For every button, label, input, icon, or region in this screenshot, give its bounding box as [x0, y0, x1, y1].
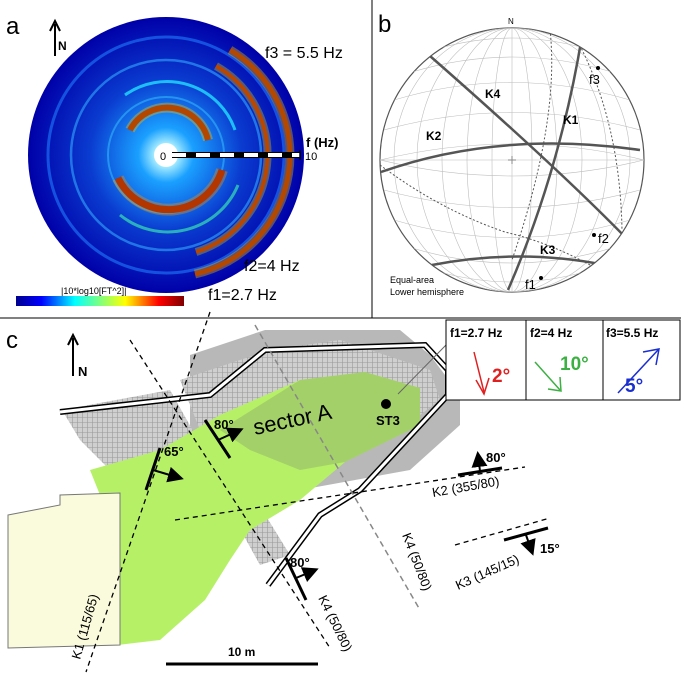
- dip-symbol-k4-bottom: [284, 557, 319, 601]
- panel-b: b N: [378, 11, 645, 297]
- pole-f1-marker: [539, 276, 543, 280]
- station-label: ST3: [376, 413, 400, 428]
- legend-value-f1: 2°: [492, 366, 510, 387]
- plane-k2-label: K2: [426, 129, 442, 143]
- legend-value-f2: 10°: [560, 354, 589, 375]
- dip-symbol-k4-top: [203, 419, 244, 459]
- pole-f2-label: f2: [598, 231, 609, 246]
- f1-label: f1=2.7 Hz: [208, 287, 277, 304]
- f2-label: f2=4 Hz: [244, 258, 300, 275]
- stereonet-north: N: [508, 17, 514, 26]
- k3-label: K3 (145/15): [453, 551, 521, 592]
- dip-symbol-k3: [503, 526, 549, 556]
- dip-k3-label: 15°: [540, 541, 560, 556]
- k4-projection-trace: [254, 324, 421, 611]
- polarization-arrow-f2-icon: [534, 361, 562, 392]
- dip-symbol-k2: [457, 451, 503, 477]
- legend-title-f3: f3=5.5 Hz: [606, 326, 658, 340]
- legend-value-f3: 5°: [625, 376, 643, 397]
- panel-a: a N 0: [6, 13, 343, 306]
- panel-b-label: b: [378, 11, 391, 38]
- plane-k3-label: K3: [540, 243, 556, 257]
- dip-k1-label: 65°: [164, 444, 184, 459]
- polar-spectrum-plot: 0: [28, 17, 304, 293]
- svg-text:N: N: [78, 364, 87, 379]
- axis-max-label: 10: [305, 151, 317, 163]
- plane-k1-label: K1: [563, 113, 579, 127]
- pole-f1-label: f1: [525, 277, 536, 292]
- north-arrow-icon: N: [67, 332, 87, 379]
- legend-title-f2: f2=4 Hz: [530, 326, 572, 340]
- svg-text:N: N: [58, 39, 67, 53]
- scale-label: 10 m: [228, 645, 255, 659]
- projection-note-2: Lower hemisphere: [390, 287, 464, 297]
- dip-k4-bottom-label: 80°: [290, 555, 310, 570]
- f3-label: f3 = 5.5 Hz: [265, 45, 343, 62]
- k4-bottom-label: K4 (50/80): [315, 593, 355, 654]
- projection-note-1: Equal-area: [390, 275, 434, 285]
- fracture-traces: [85, 311, 551, 673]
- north-arrow-icon: N: [49, 18, 67, 56]
- legend-title-f1: f1=2.7 Hz: [450, 326, 502, 340]
- pole-f3-marker: [596, 66, 600, 70]
- colorbar-label: |10*log10[FT^2]|: [61, 286, 126, 296]
- axis-label: f (Hz): [306, 135, 339, 150]
- k4-right-label: K4 (50/80): [399, 531, 435, 593]
- polarization-arrow-f3-icon: [617, 348, 660, 394]
- colorbar: |10*log10[FT^2]|: [16, 286, 184, 306]
- axis-zero-label: 0: [160, 151, 166, 163]
- pole-f3-label: f3: [589, 72, 600, 87]
- station-marker: [381, 399, 391, 409]
- pole-f2-marker: [592, 233, 596, 237]
- dip-k2-label: 80°: [486, 450, 506, 465]
- legend-leader-line: [397, 344, 447, 395]
- k2-label: K2 (355/80): [431, 473, 501, 500]
- polarization-arrow-f1-icon: [473, 351, 490, 396]
- panel-a-label: a: [6, 13, 20, 40]
- vibration-legend: f1=2.7 Hz f2=4 Hz f3=5.5 Hz 2° 10° 5°: [445, 319, 681, 401]
- sector-a-zone: [220, 372, 420, 470]
- dip-k4-top-label: 80°: [214, 417, 234, 432]
- stereonet: [379, 27, 645, 293]
- panel-c-label: c: [6, 327, 18, 354]
- dip-symbol-k1: [144, 447, 184, 491]
- panel-c: c N 65°: [6, 311, 681, 673]
- building: [7, 492, 121, 649]
- plane-k4-label: K4: [485, 87, 501, 101]
